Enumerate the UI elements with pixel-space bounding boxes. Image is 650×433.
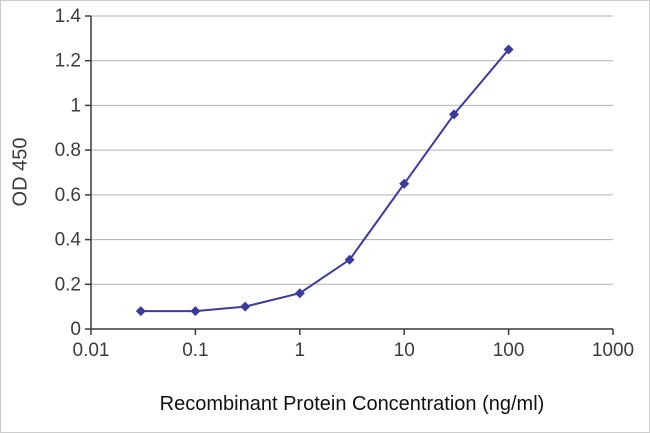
svg-text:1.2: 1.2 <box>55 51 81 72</box>
svg-text:10: 10 <box>394 340 415 361</box>
x-axis-label: Recombinant Protein Concentration (ng/ml… <box>159 393 545 415</box>
y-axis-label: OD 450 <box>9 137 32 207</box>
svg-text:0.8: 0.8 <box>55 140 81 161</box>
svg-text:0.1: 0.1 <box>182 340 208 361</box>
svg-text:1.4: 1.4 <box>55 6 82 27</box>
svg-text:1000: 1000 <box>592 340 634 361</box>
svg-text:0.2: 0.2 <box>55 274 81 295</box>
svg-text:100: 100 <box>493 340 525 361</box>
svg-text:0.01: 0.01 <box>73 340 110 361</box>
svg-text:0.6: 0.6 <box>55 185 81 206</box>
svg-text:0: 0 <box>70 319 81 340</box>
svg-text:1: 1 <box>70 95 81 116</box>
svg-text:1: 1 <box>295 340 306 361</box>
svg-text:0.4: 0.4 <box>55 230 82 251</box>
